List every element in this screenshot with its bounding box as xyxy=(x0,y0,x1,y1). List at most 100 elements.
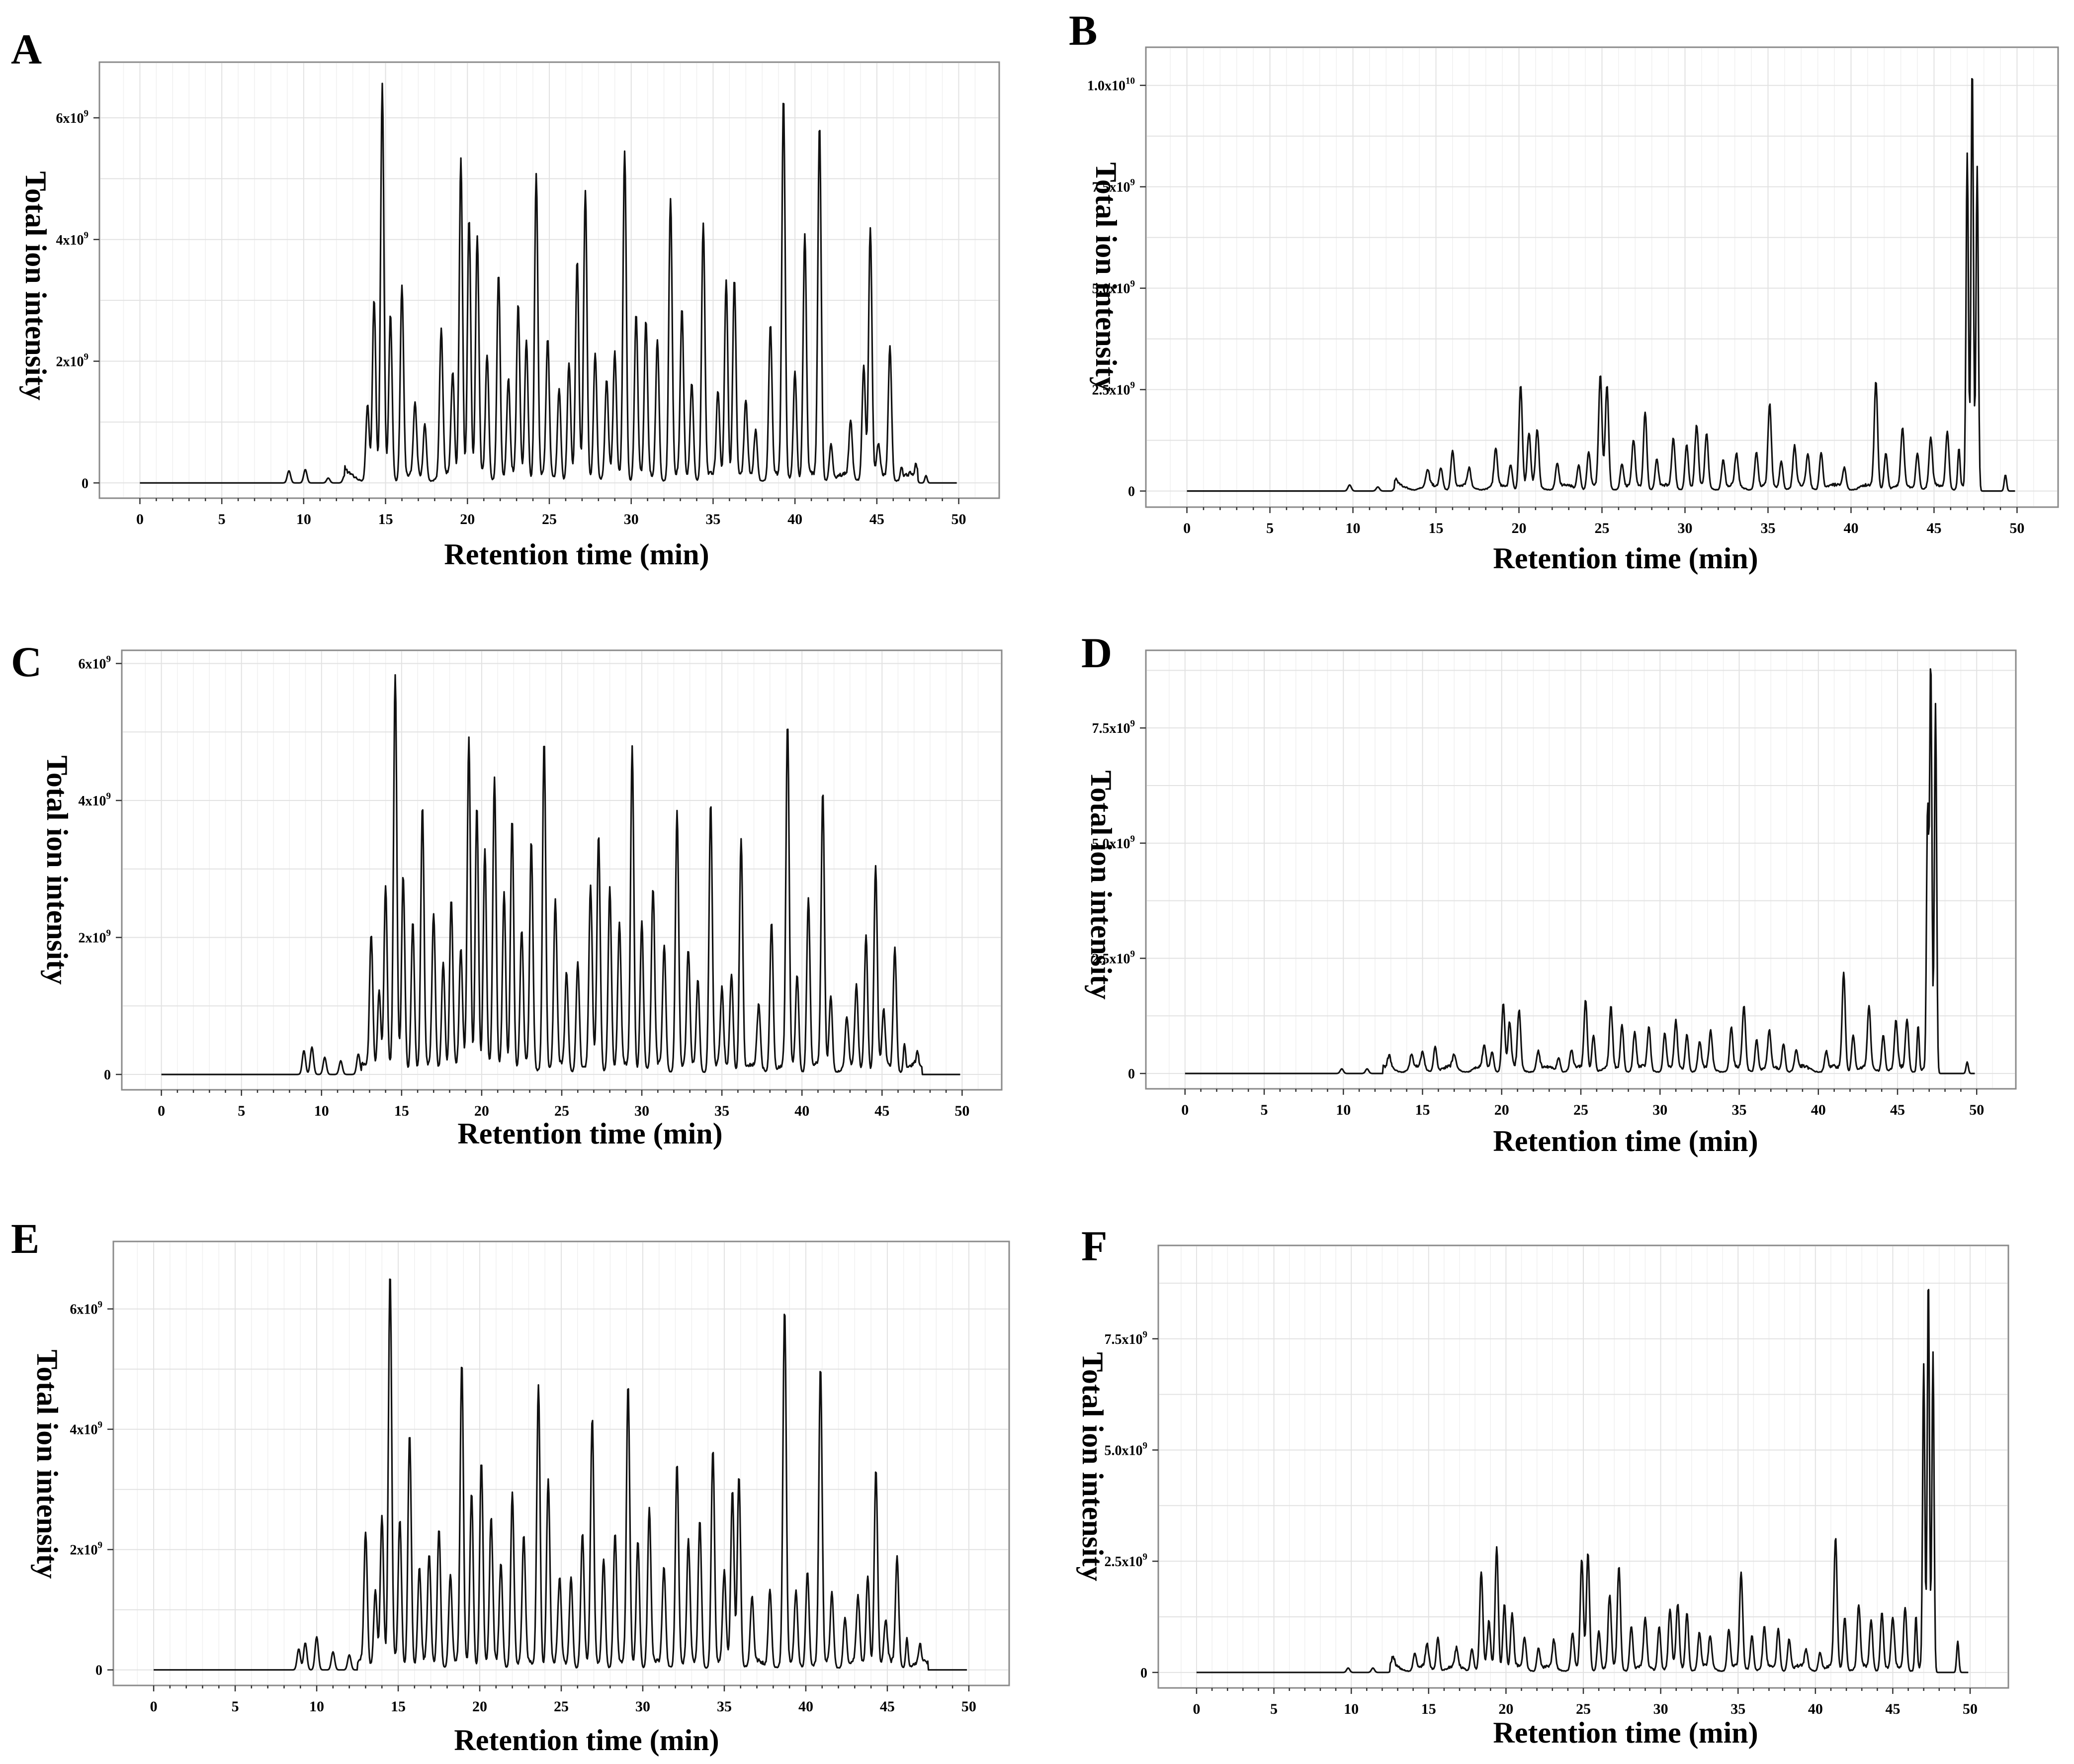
x-tick-label: 35 xyxy=(714,1103,729,1119)
x-tick-label: 0 xyxy=(1193,1701,1200,1717)
x-tick-label: 0 xyxy=(1183,520,1191,536)
x-tick-label: 30 xyxy=(1652,1102,1667,1118)
panel-letter: F xyxy=(1081,1222,1108,1270)
x-tick-label: 50 xyxy=(961,1698,976,1715)
y-tick-label: 5.0x109 xyxy=(1092,279,1135,297)
x-tick-label: 45 xyxy=(880,1698,895,1715)
x-tick-label: 40 xyxy=(798,1698,813,1715)
x-tick-label: 25 xyxy=(542,511,557,528)
x-tick-label: 25 xyxy=(1576,1701,1591,1717)
x-tick-label: 35 xyxy=(717,1698,732,1715)
chromatogram-trace xyxy=(161,674,960,1075)
x-tick-label: 25 xyxy=(1595,520,1610,536)
x-tick-label: 20 xyxy=(1494,1102,1509,1118)
chromatogram-trace xyxy=(1185,668,1975,1074)
x-tick-label: 0 xyxy=(1181,1102,1189,1118)
y-tick-label: 1.0x1010 xyxy=(1087,76,1135,94)
chart-panel-F: 0 5 10 15 20 25 30 35 40 45 50 0 2.5x109 5.0x109 7.5x1… xyxy=(1076,1222,2009,1749)
x-tick-label: 5 xyxy=(1261,1102,1268,1118)
x-tick-label: 0 xyxy=(136,511,144,528)
x-tick-label: 15 xyxy=(1421,1701,1436,1717)
y-tick-label: 4x109 xyxy=(79,791,111,809)
y-axis-title: Total ion intensity xyxy=(31,1349,64,1579)
x-tick-label: 5 xyxy=(1270,1701,1278,1717)
y-tick-label: 0 xyxy=(82,476,88,491)
x-tick-label: 10 xyxy=(296,511,311,528)
y-axis-title: Total ion intensity xyxy=(1085,770,1118,999)
x-tick-label: 15 xyxy=(394,1103,409,1119)
x-tick-label: 15 xyxy=(1429,520,1444,536)
x-tick-label: 20 xyxy=(1512,520,1527,536)
y-tick-label: 6x109 xyxy=(79,654,111,672)
x-tick-label: 35 xyxy=(1732,1102,1747,1118)
x-tick-label: 35 xyxy=(1760,520,1775,536)
y-tick-label: 2.5x109 xyxy=(1105,1552,1148,1570)
x-tick-label: 5 xyxy=(1266,520,1274,536)
y-tick-label: 2.5x109 xyxy=(1092,380,1135,398)
x-tick-label: 15 xyxy=(378,511,393,528)
x-tick-label: 10 xyxy=(1336,1102,1351,1118)
x-tick-label: 30 xyxy=(634,1103,649,1119)
x-tick-label: 50 xyxy=(2009,520,2024,536)
x-tick-label: 45 xyxy=(869,511,884,528)
y-tick-label: 6x109 xyxy=(56,108,89,126)
y-tick-label: 4x109 xyxy=(56,230,89,248)
y-axis-title: Total ion intensity xyxy=(41,755,74,984)
x-tick-label: 40 xyxy=(1808,1701,1823,1717)
y-tick-label: 5.0x109 xyxy=(1092,834,1135,852)
x-axis-title: Retention time (min) xyxy=(1493,1716,1758,1749)
panel-letter: D xyxy=(1081,629,1112,677)
x-tick-label: 40 xyxy=(794,1103,809,1119)
x-tick-label: 20 xyxy=(1498,1701,1513,1717)
chart-panel-D: 0 5 10 15 20 25 30 35 40 45 50 0 2.5x109 5.0x109 7.5x1… xyxy=(1081,629,2017,1157)
x-tick-label: 0 xyxy=(150,1698,158,1715)
y-tick-label: 6x109 xyxy=(70,1300,103,1318)
y-tick-label: 0 xyxy=(1128,1066,1135,1082)
y-tick-label: 2x109 xyxy=(79,928,111,946)
x-tick-label: 45 xyxy=(1890,1102,1905,1118)
x-tick-label: 40 xyxy=(1811,1102,1826,1118)
x-tick-label: 20 xyxy=(472,1698,487,1715)
chart-panel-A: 0 5 10 15 20 25 30 35 40 45 50 0 2x109 4x109 6x109 A Ret… xyxy=(11,25,1000,571)
x-tick-label: 0 xyxy=(158,1103,165,1119)
x-tick-label: 10 xyxy=(314,1103,329,1119)
chromatogram-trace xyxy=(140,83,957,484)
y-tick-label: 2x109 xyxy=(56,352,89,370)
chart-panel-E: 0 5 10 15 20 25 30 35 40 45 50 0 2x109 4x109 6x109 E Ret… xyxy=(11,1215,1010,1757)
x-tick-label: 5 xyxy=(238,1103,245,1119)
x-axis-title: Retention time (min) xyxy=(454,1724,719,1757)
x-axis-title: Retention time (min) xyxy=(457,1117,722,1150)
panel-letter: A xyxy=(11,25,42,73)
chart-panel-C: 0 5 10 15 20 25 30 35 40 45 50 0 2x109 4x109 6x109 C Ret… xyxy=(11,638,1003,1150)
x-tick-label: 25 xyxy=(1573,1102,1588,1118)
panel-letter: C xyxy=(11,638,42,686)
x-tick-label: 50 xyxy=(1969,1102,1984,1118)
x-tick-label: 50 xyxy=(954,1103,969,1119)
x-tick-label: 10 xyxy=(1346,520,1361,536)
x-tick-label: 35 xyxy=(705,511,720,528)
x-tick-label: 10 xyxy=(1344,1701,1359,1717)
x-axis-title: Retention time (min) xyxy=(1493,1125,1758,1157)
x-axis-title: Retention time (min) xyxy=(444,538,709,571)
y-axis-title: Total ion intensity xyxy=(19,171,52,400)
chromatogram-trace xyxy=(153,1278,967,1671)
x-tick-label: 45 xyxy=(874,1103,889,1119)
x-tick-label: 30 xyxy=(624,511,639,528)
y-tick-label: 7.5x109 xyxy=(1092,177,1135,195)
panel-letter: B xyxy=(1069,6,1097,54)
y-tick-label: 0 xyxy=(95,1663,102,1678)
panel-letter: E xyxy=(11,1215,39,1262)
y-axis-title: Total ion intensity xyxy=(1076,1352,1109,1581)
x-tick-label: 5 xyxy=(218,511,226,528)
y-tick-label: 7.5x109 xyxy=(1092,718,1135,736)
y-tick-label: 0 xyxy=(1128,484,1135,500)
x-tick-label: 20 xyxy=(474,1103,489,1119)
x-tick-label: 30 xyxy=(1677,520,1692,536)
x-tick-label: 15 xyxy=(1415,1102,1430,1118)
x-tick-label: 25 xyxy=(554,1103,569,1119)
x-tick-label: 45 xyxy=(1926,520,1941,536)
x-tick-label: 50 xyxy=(951,511,966,528)
x-tick-label: 45 xyxy=(1885,1701,1900,1717)
y-tick-label: 5.0x109 xyxy=(1105,1440,1148,1458)
